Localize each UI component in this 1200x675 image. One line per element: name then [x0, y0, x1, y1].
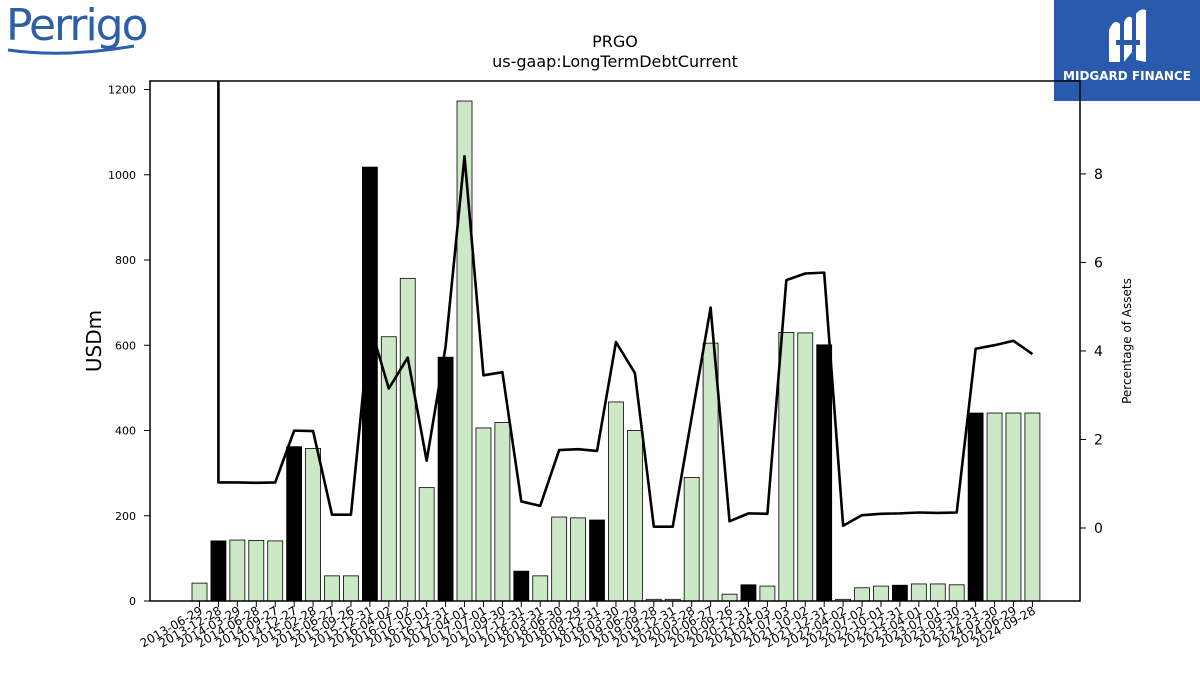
y2-tick-label: 8 — [1094, 167, 1103, 183]
bar-2017-12-31 — [513, 570, 530, 602]
bar-2021-10-02 — [797, 332, 814, 602]
plot-frame — [149, 80, 1081, 602]
x-axis: 2013-06-292013-12-282014-03-292014-06-28… — [138, 601, 1038, 650]
bar-2014-06-28 — [248, 540, 265, 602]
chart-title-block: PRGO us-gaap:LongTermDebtCurrent — [0, 32, 1200, 72]
bar-2018-03-31 — [532, 575, 549, 602]
y-tick-label: 400 — [115, 425, 136, 438]
bar-2018-12-31 — [589, 519, 605, 602]
y-tick-label: 1200 — [108, 84, 136, 97]
y-tick-label: 600 — [115, 339, 136, 352]
bar-2019-03-30 — [608, 401, 624, 602]
midgard-emblem-icon — [1109, 9, 1146, 63]
bar-2021-12-31 — [816, 344, 833, 602]
y-tick-label: 200 — [115, 510, 136, 523]
bar-2014-03-29 — [229, 539, 246, 602]
bar-2023-07-01 — [929, 583, 946, 602]
bar-2021-07-03 — [778, 332, 795, 602]
y2-tick-label: 2 — [1094, 432, 1103, 448]
y2-tick-label: 6 — [1094, 255, 1103, 271]
bar-2024-03-30 — [986, 412, 1003, 602]
bar-2023-12-31 — [967, 412, 984, 602]
bar-2013-06-29 — [191, 582, 208, 602]
bar-2014-09-27 — [267, 540, 284, 602]
bar-2020-12-31 — [740, 584, 757, 602]
bar-2015-06-27 — [324, 575, 340, 602]
bar-2020-03-28 — [683, 476, 700, 602]
bar-2017-04-01 — [456, 100, 473, 602]
bar-2018-06-30 — [551, 516, 568, 602]
line-group — [217, 81, 1034, 528]
y-tick-label: 1000 — [108, 169, 136, 182]
bar-2024-09-28 — [1024, 412, 1041, 602]
y-axis-label: USDm — [82, 310, 106, 372]
bar-2024-06-29 — [1005, 412, 1022, 602]
y-axis-left: 0 200 400 600 800 1000 1200 — [108, 84, 150, 608]
y-tick-label: 800 — [115, 254, 136, 267]
bar-2017-07-01 — [475, 427, 492, 602]
bar-2020-06-27 — [702, 342, 719, 602]
percentage-line — [217, 81, 1034, 528]
bar-2016-10-01 — [418, 487, 435, 602]
perrigo-swoosh-icon — [7, 44, 135, 55]
bar-2022-10-01 — [873, 585, 889, 602]
bar-2017-09-30 — [494, 422, 511, 602]
bar-2015-02-28 — [305, 448, 321, 602]
bar-2015-09-26 — [343, 575, 359, 602]
bar-2019-06-29 — [626, 430, 643, 602]
bar-2022-12-31 — [892, 584, 908, 602]
bar-2018-09-29 — [570, 517, 586, 602]
y2-tick-label: 0 — [1094, 521, 1103, 537]
bar-2013-12-28 — [210, 540, 227, 602]
chart-title: PRGO — [592, 32, 638, 51]
bar-2016-12-31 — [437, 356, 454, 602]
bar-2020-09-26 — [721, 593, 738, 602]
perrigo-logo: Perrigo — [6, 0, 149, 56]
midgard-finance-logo: MIDGARD FINANCE — [1054, 0, 1200, 101]
bar-2023-04-01 — [910, 583, 927, 602]
bar-2016-07-02 — [399, 277, 416, 602]
bar-2022-07-02 — [854, 587, 870, 602]
perrigo-wordmark: Perrigo — [6, 0, 149, 51]
bars-group — [191, 100, 1041, 602]
y-axis-right: 0 2 4 6 8 — [1080, 167, 1103, 537]
midgard-finance-label: MIDGARD FINANCE — [1063, 69, 1191, 83]
bar-2021-04-03 — [759, 585, 776, 602]
y-tick-label: 0 — [129, 595, 136, 608]
y2-axis-label: Percentage of Assets — [1120, 278, 1134, 404]
bar-2014-12-27 — [286, 446, 303, 602]
bar-2016-04-02 — [380, 336, 397, 602]
y2-tick-label: 4 — [1094, 344, 1103, 360]
bar-2023-09-30 — [948, 584, 965, 602]
chart-subtitle: us-gaap:LongTermDebtCurrent — [492, 52, 738, 71]
